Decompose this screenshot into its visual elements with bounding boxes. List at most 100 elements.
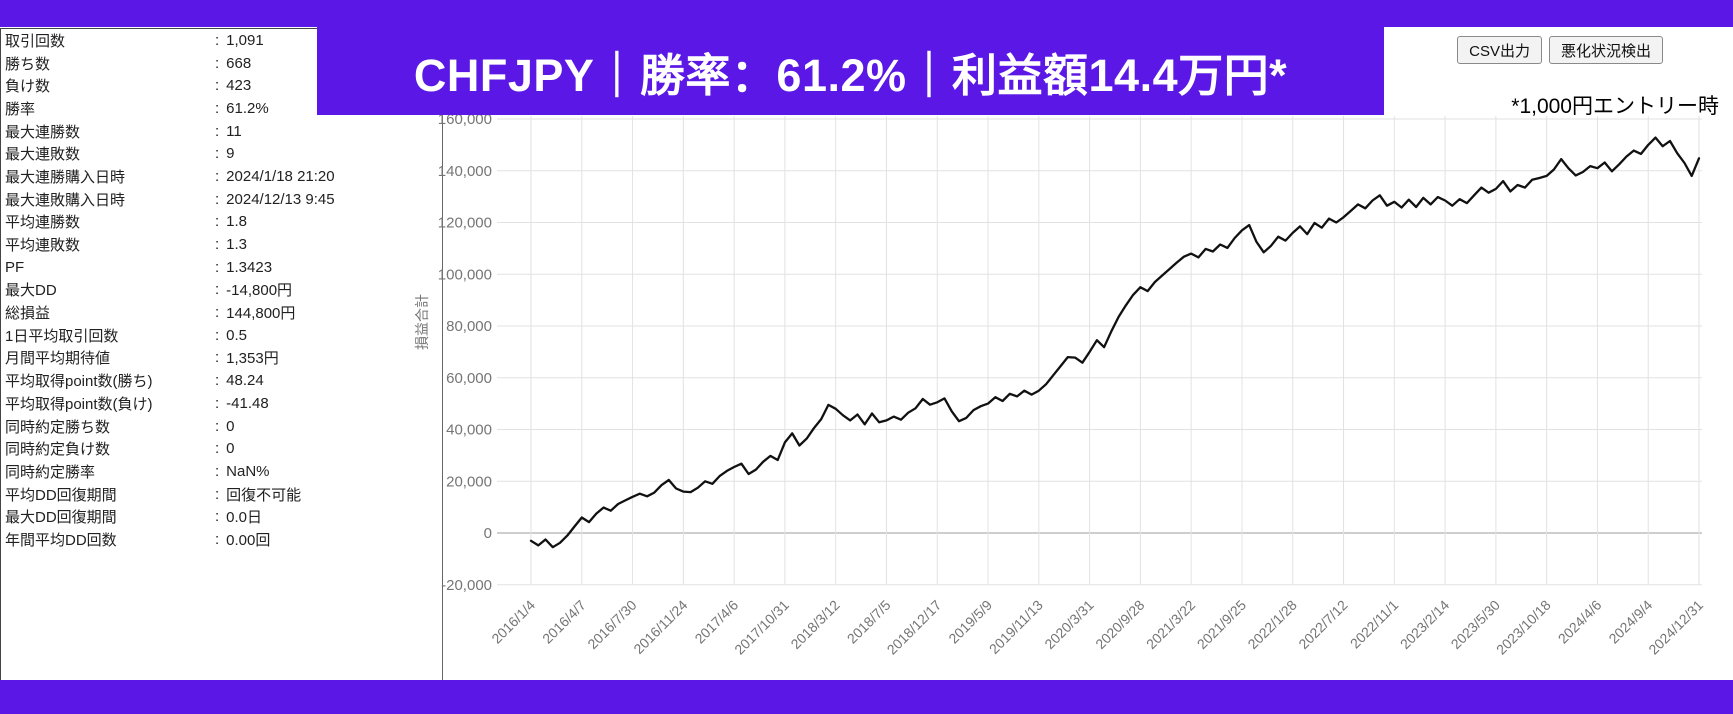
stat-row: 最大DD回復期間:0.0日 [2, 505, 432, 528]
stat-row: 最大連敗購入日時:2024/12/13 9:45 [2, 188, 432, 211]
x-tick-label: 2020/9/28 [1092, 597, 1148, 653]
y-tick-label: 40,000 [446, 422, 492, 439]
x-tick-label: 2016/11/24 [630, 597, 690, 657]
stat-value: 423 [226, 77, 252, 95]
top-accent-bar [0, 0, 1733, 27]
stat-row: 最大連勝数:11 [2, 120, 432, 143]
stat-row: 同時約定負け数:0 [2, 437, 432, 460]
csv-export-button[interactable]: CSV出力 [1457, 36, 1542, 64]
stats-panel-top-border [0, 28, 317, 29]
y-tick-label: -20,000 [441, 577, 492, 594]
y-axis-title: 損益合計 [414, 294, 430, 350]
stat-row: 平均連勝数:1.8 [2, 211, 432, 234]
stat-separator: : [215, 213, 220, 231]
stat-separator: : [215, 394, 220, 412]
stat-separator: : [215, 349, 220, 367]
stat-value: -41.48 [226, 394, 269, 412]
stat-separator: : [215, 122, 220, 140]
stat-value: 668 [226, 54, 252, 72]
stat-row: 最大連敗数:9 [2, 142, 432, 165]
x-tick-label: 2017/4/6 [691, 597, 741, 647]
x-tick-label: 2024/12/31 [1645, 597, 1706, 658]
stat-label: 勝ち数 [5, 55, 51, 73]
stat-row: 平均DD回復期間: 回復不可能 [2, 483, 432, 506]
stat-row: 取引回数:1,091 [2, 29, 432, 52]
stat-value: 0.00回 [226, 531, 271, 549]
stats-panel-left-border [0, 28, 1, 680]
stat-label: 勝率 [5, 100, 36, 118]
stat-value: 1.8 [226, 213, 248, 231]
y-tick-label: 100,000 [438, 266, 492, 283]
x-tick-label: 2023/2/14 [1397, 597, 1453, 653]
stat-separator: : [215, 440, 220, 458]
x-tick-label: 2022/11/1 [1347, 597, 1402, 652]
stat-separator: : [215, 508, 220, 526]
stat-label: PF [5, 258, 25, 276]
stat-label: 1日平均取引回数 [5, 327, 119, 345]
stat-label: 同時約定負け数 [5, 441, 111, 459]
stat-value: 0 [226, 417, 235, 435]
stats-panel: 取引回数:1,091 勝ち数:668 負け数:423 勝率:61.2% 最大連勝数:11… [2, 29, 432, 551]
stat-label: 最大連勝購入日時 [5, 168, 126, 186]
stat-value: 1,091 [226, 31, 264, 49]
stat-separator: : [215, 167, 220, 185]
x-tick-label: 2016/1/4 [488, 597, 538, 647]
stat-label: 最大DD回復期間 [5, 509, 117, 527]
stat-row: 月間平均期待値:1,353円 [2, 347, 432, 370]
entry-amount-note: *1,000円エントリー時 [1511, 95, 1719, 118]
stat-label: 最大連勝数 [5, 123, 81, 141]
x-tick-label: 2022/1/28 [1244, 597, 1300, 653]
y-tick-label: 60,000 [446, 370, 492, 387]
stat-value: 9 [226, 145, 235, 163]
stat-row: 1日平均取引回数:0.5 [2, 324, 432, 347]
stat-value: 2024/12/13 9:45 [226, 190, 335, 208]
stat-separator: : [215, 304, 220, 322]
stat-separator: : [215, 99, 220, 117]
stat-value: -14,800円 [226, 282, 293, 300]
stat-label: 同時約定勝ち数 [5, 418, 111, 436]
y-tick-label: 20,000 [446, 473, 492, 490]
bottom-accent-bar [0, 680, 1733, 714]
stat-separator: : [215, 236, 220, 254]
stat-separator: : [215, 145, 220, 163]
x-tick-label: 2018/12/17 [884, 597, 945, 658]
stat-row: 平均取得point数(勝ち):48.24 [2, 369, 432, 392]
stat-separator: : [215, 54, 220, 72]
y-tick-label: 120,000 [438, 215, 492, 232]
stat-row: 総損益:144,800円 [2, 301, 432, 324]
x-tick-label: 2023/10/18 [1493, 597, 1554, 658]
stat-separator: : [215, 31, 220, 49]
y-tick-label: 0 [484, 525, 492, 542]
stat-value: NaN% [226, 462, 270, 480]
panel-chart-divider [442, 113, 443, 680]
stat-label: 平均連勝数 [5, 214, 81, 232]
x-tick-label: 2021/3/22 [1143, 597, 1199, 653]
stat-value: 11 [226, 122, 242, 140]
x-tick-label: 2017/10/31 [731, 597, 792, 658]
stat-label: 月間平均期待値 [5, 350, 111, 368]
stat-row: 平均取得point数(負け): -41.48 [2, 392, 432, 415]
stat-row: 最大DD: -14,800円 [2, 279, 432, 302]
stat-separator: : [215, 77, 220, 95]
x-tick-label: 2016/4/7 [539, 597, 589, 647]
x-tick-label: 2021/9/25 [1194, 597, 1250, 653]
stat-separator: : [215, 417, 220, 435]
stat-value: 2024/1/18 21:20 [226, 167, 335, 185]
stat-value: 0.0日 [226, 509, 263, 527]
stat-separator: : [215, 281, 220, 299]
x-tick-label: 2019/5/9 [945, 597, 995, 647]
x-tick-label: 2018/3/12 [787, 597, 843, 653]
deterioration-detect-button[interactable]: 悪化状況検出 [1548, 36, 1663, 64]
stat-label: 最大連敗購入日時 [5, 191, 126, 209]
stat-value: 回復不可能 [226, 486, 302, 504]
stat-row: 年間平均DD回数:0.00回 [2, 528, 432, 551]
stat-separator: : [215, 485, 220, 503]
x-tick-label: 2024/4/6 [1555, 597, 1605, 647]
stat-label: 年間平均DD回数 [5, 531, 117, 549]
stat-value: 1.3423 [226, 258, 273, 276]
x-tick-label: 2024/9/4 [1605, 597, 1655, 647]
stat-row: 負け数:423 [2, 74, 432, 97]
x-tick-label: 2018/7/5 [844, 597, 894, 647]
